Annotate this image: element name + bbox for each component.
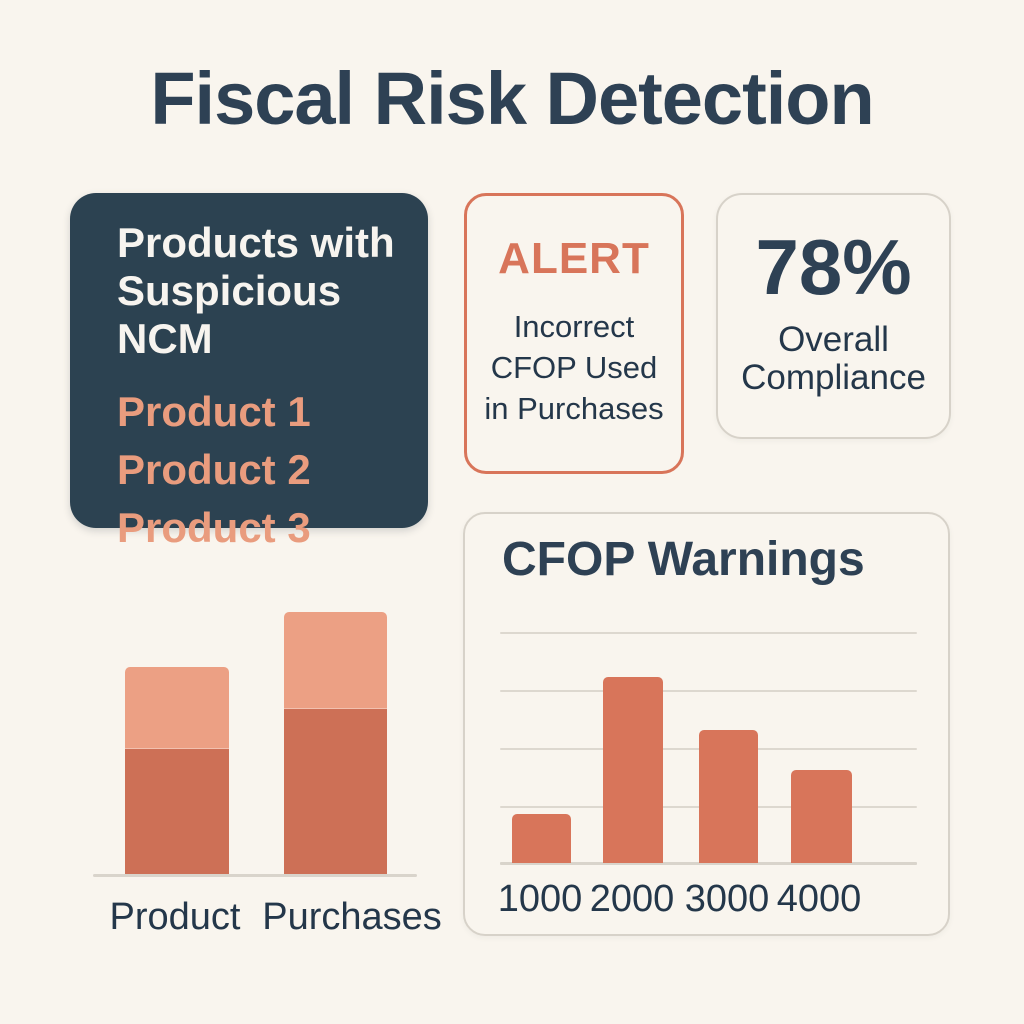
bar-3000 bbox=[699, 730, 758, 863]
list-item-product-1: Product 1 bbox=[117, 388, 311, 435]
bar-2000 bbox=[603, 677, 663, 863]
x-tick-label: 2000 bbox=[589, 878, 675, 920]
cfop-warnings-card: CFOP Warnings 1000 2000 3000 4000 bbox=[463, 512, 950, 936]
stacked-bar-product bbox=[125, 667, 229, 874]
bar-1000 bbox=[512, 814, 571, 863]
bar-4000 bbox=[791, 770, 852, 863]
alert-message: Incorrect CFOP Used in Purchases bbox=[484, 309, 664, 426]
suspicious-product-list: Product 1 Product 2 Product 3 bbox=[117, 383, 400, 557]
page-title: Fiscal Risk Detection bbox=[150, 57, 874, 140]
suspicious-ncm-heading: Products with Suspicious NCM bbox=[117, 219, 395, 362]
x-axis-line bbox=[93, 874, 417, 877]
list-item-product-2: Product 2 bbox=[117, 446, 311, 493]
stacked-bar-chart: Product Purchases bbox=[93, 610, 442, 938]
suspicious-ncm-card: Products with Suspicious NCM Product 1 P… bbox=[70, 193, 428, 551]
alert-label: ALERT bbox=[498, 234, 650, 283]
compliance-card: 78% Overall Compliance bbox=[716, 193, 951, 439]
x-axis-label-purchases: Purchases bbox=[262, 896, 442, 938]
x-tick-label: 4000 bbox=[776, 878, 862, 920]
compliance-label: Overall Compliance bbox=[741, 320, 926, 397]
alert-card: ALERT Incorrect CFOP Used in Purchases bbox=[464, 193, 684, 474]
gridline bbox=[500, 632, 917, 634]
compliance-value: 78% bbox=[755, 223, 912, 311]
x-tick-label: 1000 bbox=[497, 878, 583, 920]
cfop-chart-title: CFOP Warnings bbox=[502, 533, 865, 586]
gridline bbox=[500, 690, 917, 692]
x-axis-label-product: Product bbox=[109, 896, 241, 938]
bar-segment-dark bbox=[284, 709, 387, 874]
x-axis-line bbox=[500, 862, 917, 865]
x-tick-label: 3000 bbox=[684, 878, 770, 920]
stacked-bar-purchases bbox=[284, 612, 387, 874]
bar-segment-dark bbox=[125, 749, 229, 874]
cfop-plot-area: 1000 2000 3000 4000 bbox=[498, 632, 917, 920]
list-item-product-3: Product 3 bbox=[117, 504, 311, 551]
bar-segment-light bbox=[284, 612, 387, 709]
bar-segment-light bbox=[125, 667, 229, 749]
